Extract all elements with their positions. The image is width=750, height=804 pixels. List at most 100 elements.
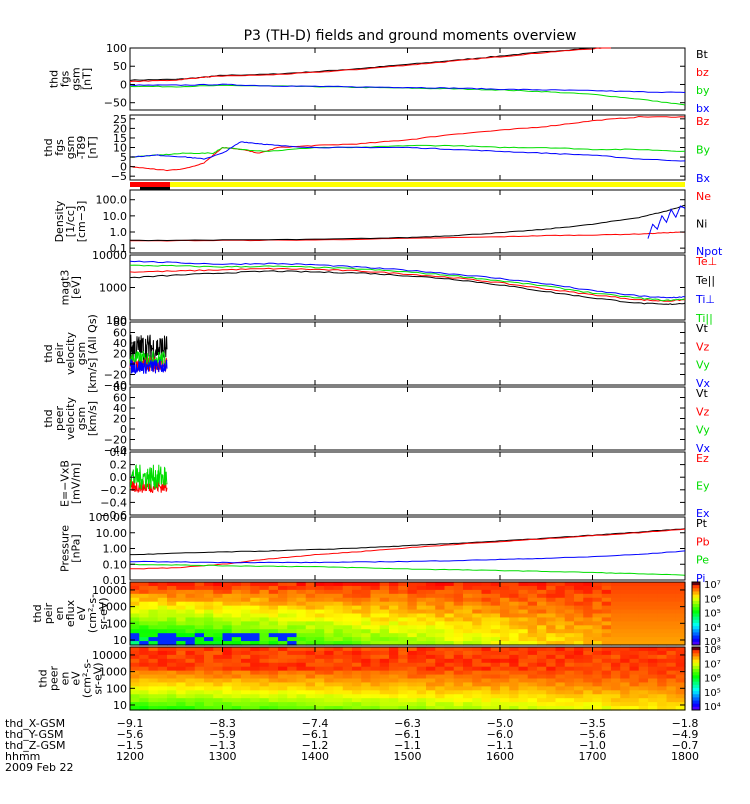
spectrogram-cell bbox=[555, 597, 566, 603]
legend-label-vx: Vx bbox=[696, 442, 711, 455]
colorbar-swatch bbox=[692, 697, 700, 702]
spectrogram-cell bbox=[287, 613, 298, 619]
spectrogram-cell bbox=[305, 647, 316, 652]
spectrogram-cell bbox=[315, 662, 325, 668]
spectrogram-cell bbox=[500, 601, 510, 607]
spectrogram-cell bbox=[611, 601, 621, 607]
spectrogram-cell bbox=[222, 605, 233, 611]
spectrogram-cell bbox=[555, 609, 566, 615]
spectrogram-cell bbox=[500, 637, 510, 642]
spectrogram-cell bbox=[370, 694, 381, 699]
series-line-pb bbox=[130, 528, 686, 570]
spectrogram-cell bbox=[379, 658, 390, 664]
spectrogram-cell bbox=[426, 662, 436, 668]
spectrogram-cell bbox=[546, 609, 557, 615]
spectrogram-cell bbox=[583, 686, 594, 691]
spectrogram-cell bbox=[407, 589, 418, 595]
spectrogram-cell bbox=[139, 617, 150, 622]
spectrogram-cell bbox=[167, 633, 177, 638]
spectrogram-cell bbox=[518, 613, 529, 619]
spectrogram-cell bbox=[296, 589, 307, 595]
spectrogram-cell bbox=[204, 617, 214, 622]
spectrogram-cell bbox=[546, 698, 557, 703]
spectrogram-cell bbox=[444, 609, 455, 615]
spectrogram-cell bbox=[333, 641, 344, 646]
spectrogram-cell bbox=[259, 621, 270, 626]
y-axis-label: [eV] bbox=[70, 276, 83, 299]
spectrogram-cell bbox=[361, 706, 372, 711]
spectrogram-cell bbox=[611, 597, 621, 603]
spectrogram-cell bbox=[518, 633, 529, 638]
spectrogram-cell bbox=[666, 633, 677, 638]
spectrogram-cell bbox=[481, 686, 492, 691]
spectrogram-cell bbox=[518, 621, 529, 626]
spectrogram-cell bbox=[278, 670, 288, 676]
spectrogram-cell bbox=[416, 617, 427, 622]
spectrogram-cell bbox=[648, 650, 658, 656]
spectrogram-cell bbox=[157, 613, 168, 619]
spectrogram-cell bbox=[435, 593, 446, 599]
y-axis-label: peir bbox=[42, 602, 55, 624]
spectrogram-cell bbox=[324, 670, 335, 676]
spectrogram-cell bbox=[259, 593, 270, 599]
y-tick-label: 15 bbox=[113, 132, 127, 145]
spectrogram-cell bbox=[287, 637, 298, 642]
spectrogram-cell bbox=[213, 694, 224, 699]
spectrogram-cell bbox=[574, 605, 584, 611]
spectrogram-cell bbox=[352, 637, 362, 642]
spectrogram-cell bbox=[620, 609, 631, 615]
spectrogram-cell bbox=[555, 666, 566, 672]
spectrogram-cell bbox=[176, 609, 187, 615]
spectrogram-cell bbox=[296, 702, 307, 707]
panel-frame bbox=[129, 47, 686, 111]
spectrogram-cell bbox=[583, 617, 594, 622]
spectrogram-cell bbox=[592, 654, 603, 660]
spectrogram-cell bbox=[213, 597, 224, 603]
y-axis-label: [mV/m] bbox=[70, 463, 83, 504]
spectrogram-cell bbox=[426, 617, 436, 622]
spectrogram-cell bbox=[500, 625, 510, 630]
spectrogram-cell bbox=[139, 650, 150, 656]
spectrogram-cell bbox=[463, 682, 473, 687]
spectrogram-cell bbox=[407, 678, 418, 684]
spectrogram-cell bbox=[231, 629, 242, 634]
spectrogram-cell bbox=[500, 593, 510, 599]
spectrogram-cell bbox=[463, 637, 473, 642]
colorbar-swatch bbox=[692, 675, 700, 679]
spectrogram-cell bbox=[407, 582, 418, 587]
spectrogram-cell bbox=[509, 601, 520, 607]
spectrogram-cell bbox=[463, 702, 473, 707]
spectrogram-cell bbox=[185, 698, 196, 703]
spectrogram-cell bbox=[389, 633, 399, 638]
spectrogram-cell bbox=[361, 609, 372, 615]
spectrogram-cell bbox=[435, 647, 446, 652]
spectrogram-cell bbox=[509, 682, 520, 687]
spectrogram-cell bbox=[157, 593, 168, 599]
spectrogram-cell bbox=[352, 589, 362, 595]
spectrogram-cell bbox=[342, 706, 353, 711]
spectrogram-cell bbox=[648, 678, 658, 684]
spectrogram-cell bbox=[657, 613, 668, 619]
spectrogram-cell bbox=[361, 666, 372, 672]
spectrogram-cell bbox=[537, 686, 547, 691]
spectrogram-cell bbox=[389, 674, 399, 680]
spectrogram-cell bbox=[620, 698, 631, 703]
spectrogram-cell bbox=[620, 702, 631, 707]
axis-row-value: −7.4 bbox=[302, 717, 329, 730]
spectrogram-cell bbox=[259, 662, 270, 668]
spectrogram-cell bbox=[638, 662, 649, 668]
spectrogram-cell bbox=[527, 585, 538, 591]
spectrogram-cell bbox=[546, 597, 557, 603]
colorbar-swatch bbox=[692, 613, 700, 618]
spectrogram-cell bbox=[481, 605, 492, 611]
spectrogram-cell bbox=[370, 621, 381, 626]
spectrogram-cell bbox=[453, 670, 464, 676]
spectrogram-cell bbox=[194, 690, 205, 695]
spectrogram-cell bbox=[638, 582, 649, 587]
spectrogram-cell bbox=[463, 690, 473, 695]
spectrogram-cell bbox=[426, 613, 436, 619]
spectrogram-cell bbox=[342, 629, 353, 634]
spectrogram-cell bbox=[444, 633, 455, 638]
